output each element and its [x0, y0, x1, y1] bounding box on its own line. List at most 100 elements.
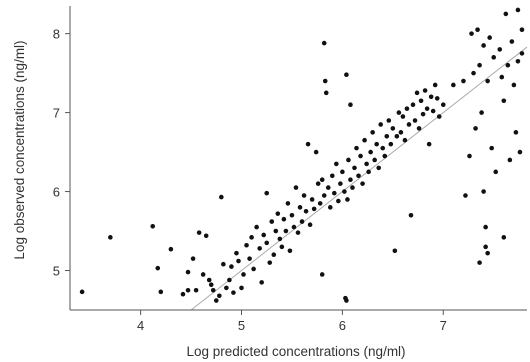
- data-point: [422, 88, 428, 93]
- data-point: [469, 31, 474, 36]
- data-point: [327, 205, 333, 210]
- data-point: [390, 126, 396, 131]
- data-point: [208, 282, 214, 288]
- x-axis-ticks: 4 5 6 7: [137, 310, 447, 333]
- data-point: [515, 7, 521, 13]
- data-point: [471, 70, 476, 76]
- data-point: [338, 181, 343, 186]
- data-point: [380, 145, 386, 151]
- data-point: [430, 108, 436, 114]
- data-point: [264, 240, 270, 246]
- data-point: [424, 106, 430, 111]
- data-point: [477, 62, 482, 68]
- data-point: [491, 55, 497, 60]
- data-point: [193, 287, 199, 293]
- data-point: [348, 102, 353, 108]
- data-point: [366, 169, 371, 175]
- data-point: [244, 242, 249, 248]
- data-point: [499, 74, 505, 80]
- data-point: [271, 252, 277, 258]
- data-point: [374, 141, 379, 147]
- y-tick-label: 7: [53, 106, 60, 121]
- data-point: [340, 169, 345, 175]
- data-point: [200, 272, 206, 277]
- data-point: [158, 289, 164, 295]
- data-point: [434, 96, 440, 101]
- data-point: [319, 272, 325, 277]
- data-point: [289, 212, 295, 218]
- data-point: [364, 161, 369, 167]
- data-point: [345, 197, 350, 202]
- data-point: [481, 43, 486, 48]
- data-point: [428, 94, 434, 100]
- data-point: [254, 224, 259, 230]
- data-points: [79, 7, 525, 303]
- data-point: [323, 90, 329, 96]
- data-point: [503, 11, 509, 17]
- data-point: [261, 232, 266, 238]
- y-axis-ticks: 5 6 7 8: [53, 27, 70, 279]
- data-point: [485, 78, 490, 84]
- data-point: [386, 118, 392, 123]
- data-point: [322, 78, 328, 84]
- data-point: [396, 110, 402, 115]
- data-point: [229, 264, 234, 269]
- data-point: [221, 261, 226, 267]
- data-point: [368, 149, 373, 155]
- data-point: [493, 169, 499, 175]
- data-point: [301, 193, 307, 198]
- data-point: [249, 235, 254, 240]
- data-point: [509, 39, 515, 44]
- data-point: [206, 277, 212, 283]
- data-point: [334, 161, 339, 167]
- data-point: [264, 190, 270, 196]
- data-point: [311, 206, 317, 212]
- data-point: [309, 197, 315, 202]
- data-point: [519, 51, 525, 56]
- data-point: [479, 110, 484, 115]
- data-point: [277, 236, 283, 242]
- data-point: [362, 137, 367, 143]
- x-tick-label: 5: [238, 318, 245, 333]
- data-point: [234, 250, 239, 256]
- data-point: [307, 222, 313, 228]
- data-point: [356, 173, 361, 179]
- data-point: [213, 298, 219, 303]
- data-point: [279, 244, 285, 250]
- data-point: [408, 212, 414, 218]
- data-point: [297, 205, 303, 210]
- data-point: [190, 256, 196, 261]
- data-point: [463, 193, 468, 198]
- data-point: [404, 106, 410, 111]
- data-point: [406, 122, 412, 127]
- data-point: [319, 177, 325, 183]
- data-point: [384, 133, 390, 139]
- data-point: [295, 230, 301, 235]
- data-point: [473, 126, 478, 131]
- data-point: [79, 289, 85, 295]
- data-point: [267, 260, 273, 265]
- data-point: [283, 228, 289, 234]
- data-point: [241, 272, 246, 277]
- y-tick-label: 5: [53, 264, 60, 279]
- data-point: [485, 250, 490, 256]
- data-point: [168, 246, 174, 252]
- data-point: [281, 216, 287, 222]
- y-tick-label: 8: [53, 27, 60, 42]
- data-point: [251, 266, 256, 272]
- data-point: [321, 193, 327, 198]
- data-point: [299, 219, 305, 224]
- data-point: [382, 153, 388, 159]
- data-point: [155, 265, 161, 271]
- y-tick-label: 6: [53, 185, 60, 200]
- data-point: [420, 111, 426, 117]
- data-point: [394, 133, 400, 139]
- data-point: [219, 194, 224, 200]
- data-point: [461, 78, 466, 84]
- data-point: [247, 256, 252, 261]
- data-point: [414, 90, 420, 96]
- data-point: [273, 228, 279, 234]
- data-point: [236, 258, 241, 264]
- data-point: [239, 285, 244, 291]
